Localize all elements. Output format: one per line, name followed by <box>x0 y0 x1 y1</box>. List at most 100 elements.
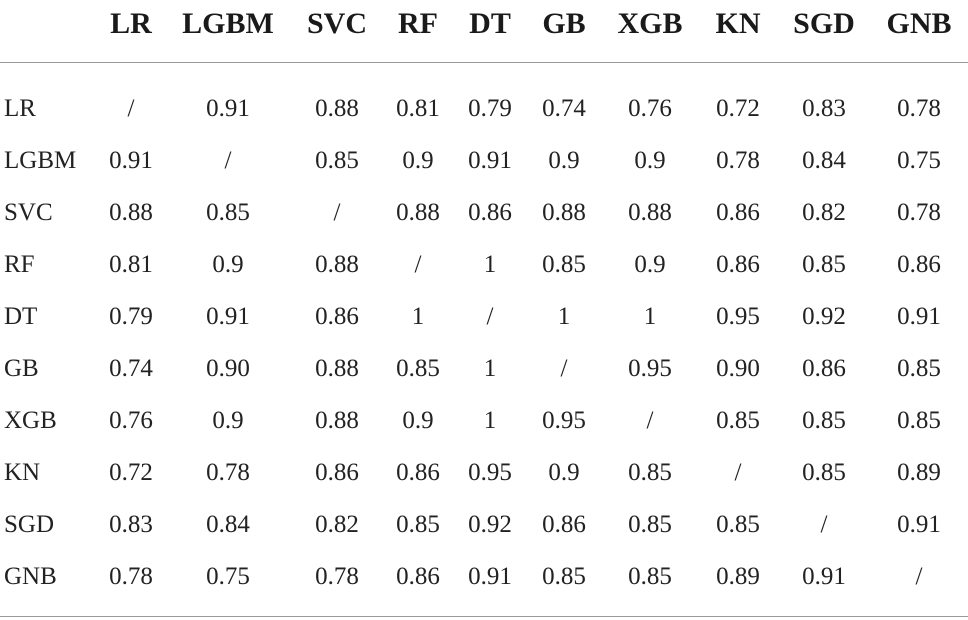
table-cell: 0.9 <box>634 250 666 278</box>
row-header: DT <box>4 302 38 330</box>
table-cell: 0.86 <box>542 510 586 538</box>
table-header: LR LGBM SVC RF DT GB XGB KN SGD GNB <box>0 0 968 63</box>
table-cell: 0.95 <box>716 302 760 330</box>
table-cell: 0.85 <box>542 250 586 278</box>
table-cell: 0.79 <box>109 302 153 330</box>
table-cell: 0.9 <box>402 146 434 174</box>
table-cell: 0.78 <box>109 562 153 590</box>
table-cell: 0.85 <box>628 562 672 590</box>
table-cell: 0.88 <box>628 198 672 226</box>
table-cell: 0.83 <box>109 510 153 538</box>
table-cell: 0.88 <box>315 250 359 278</box>
table-cell: 0.74 <box>109 354 153 382</box>
table-cell: 0.85 <box>315 146 359 174</box>
table-cell: 0.88 <box>315 406 359 434</box>
table-cell: 0.95 <box>468 458 512 486</box>
row-header: XGB <box>4 406 57 434</box>
table-row: DT 0.79 0.91 0.86 1 / 1 1 0.95 0.92 0.91 <box>0 290 968 342</box>
table-cell: 0.85 <box>897 354 941 382</box>
table-cell: 0.91 <box>468 146 512 174</box>
table-cell: 0.89 <box>716 562 760 590</box>
table-cell: 0.72 <box>716 94 760 122</box>
body-spacer-top <box>0 63 968 82</box>
column-header: DT <box>469 7 511 40</box>
table-cell: 0.72 <box>109 458 153 486</box>
row-header: KN <box>4 458 41 486</box>
column-header: RF <box>398 7 438 40</box>
table-cell: 0.9 <box>402 406 434 434</box>
table-cell: / <box>333 198 341 226</box>
bottom-rule <box>0 616 968 617</box>
table-cell: 0.9 <box>548 146 580 174</box>
table-cell: 0.91 <box>802 562 846 590</box>
table-cell: 0.79 <box>468 94 512 122</box>
table-cell: 0.92 <box>802 302 846 330</box>
table-cell: 1 <box>643 302 657 330</box>
table-cell: 0.85 <box>802 458 846 486</box>
table-cell: 0.86 <box>716 198 760 226</box>
header-rule <box>0 62 968 63</box>
table-cell: 0.78 <box>206 458 250 486</box>
column-header: LR <box>110 7 152 40</box>
table-cell: 0.85 <box>716 406 760 434</box>
table-cell: / <box>414 250 422 278</box>
table-cell: / <box>646 406 654 434</box>
body-spacer-bottom <box>0 602 968 617</box>
column-header: XGB <box>617 7 683 40</box>
table-cell: / <box>224 146 232 174</box>
table-cell: 0.85 <box>628 458 672 486</box>
table-cell: 0.85 <box>628 510 672 538</box>
table-cell: 0.91 <box>468 562 512 590</box>
column-header: GNB <box>886 7 952 40</box>
table-cell: 0.75 <box>897 146 941 174</box>
table-cell: 0.95 <box>628 354 672 382</box>
table-cell: 0.91 <box>109 146 153 174</box>
table-cell: 0.78 <box>315 562 359 590</box>
column-header: GB <box>542 7 586 40</box>
header-row: LR LGBM SVC RF DT GB XGB KN SGD GNB <box>0 0 968 48</box>
table-cell: 0.84 <box>802 146 846 174</box>
table-cell: 0.75 <box>206 562 250 590</box>
row-header: GB <box>4 354 39 382</box>
column-header: SVC <box>306 7 367 40</box>
row-header: SVC <box>4 198 53 226</box>
table-cell: 0.74 <box>542 94 586 122</box>
table-cell: 0.76 <box>109 406 153 434</box>
table-cell: / <box>734 458 742 486</box>
table-cell: 0.88 <box>315 354 359 382</box>
table-cell: / <box>820 510 828 538</box>
table-cell: 0.85 <box>396 354 440 382</box>
table-cell: 0.88 <box>542 198 586 226</box>
table-cell: 0.76 <box>628 94 672 122</box>
table-row: XGB 0.76 0.9 0.88 0.9 1 0.95 / 0.85 0.85 0.85 <box>0 394 968 446</box>
table-cell: 0.81 <box>396 94 440 122</box>
table-cell: 0.91 <box>206 94 250 122</box>
table-cell: 0.86 <box>802 354 846 382</box>
row-header: LR <box>4 94 36 122</box>
table-cell: 0.85 <box>206 198 250 226</box>
table-cell: 0.85 <box>802 250 846 278</box>
table-cell: 0.9 <box>212 406 244 434</box>
table-cell: 0.85 <box>716 510 760 538</box>
row-header: RF <box>4 250 35 278</box>
table-cell: 0.86 <box>897 250 941 278</box>
table-cell: 1 <box>557 302 571 330</box>
table-cell: 0.78 <box>716 146 760 174</box>
table-cell: 0.86 <box>315 302 359 330</box>
table-row: SGD 0.83 0.84 0.82 0.85 0.92 0.86 0.85 0.85 / 0.91 <box>0 498 968 550</box>
table-cell: 0.81 <box>109 250 153 278</box>
table-cell: / <box>127 94 135 122</box>
table-row: LGBM 0.91 / 0.85 0.9 0.91 0.9 0.9 0.78 0.84 0.75 <box>0 134 968 186</box>
row-header: SGD <box>4 510 55 538</box>
table-cell: 0.85 <box>897 406 941 434</box>
table-cell: 0.85 <box>542 562 586 590</box>
table-row: GB 0.74 0.90 0.88 0.85 1 / 0.95 0.90 0.86 0.85 <box>0 342 968 394</box>
row-header: LGBM <box>4 146 77 174</box>
table-row: SVC 0.88 0.85 / 0.88 0.86 0.88 0.88 0.86 0.82 0.78 <box>0 186 968 238</box>
table-cell: 0.78 <box>897 198 941 226</box>
table-cell: 0.95 <box>542 406 586 434</box>
column-header: SGD <box>793 7 855 40</box>
table-cell: 0.9 <box>212 250 244 278</box>
